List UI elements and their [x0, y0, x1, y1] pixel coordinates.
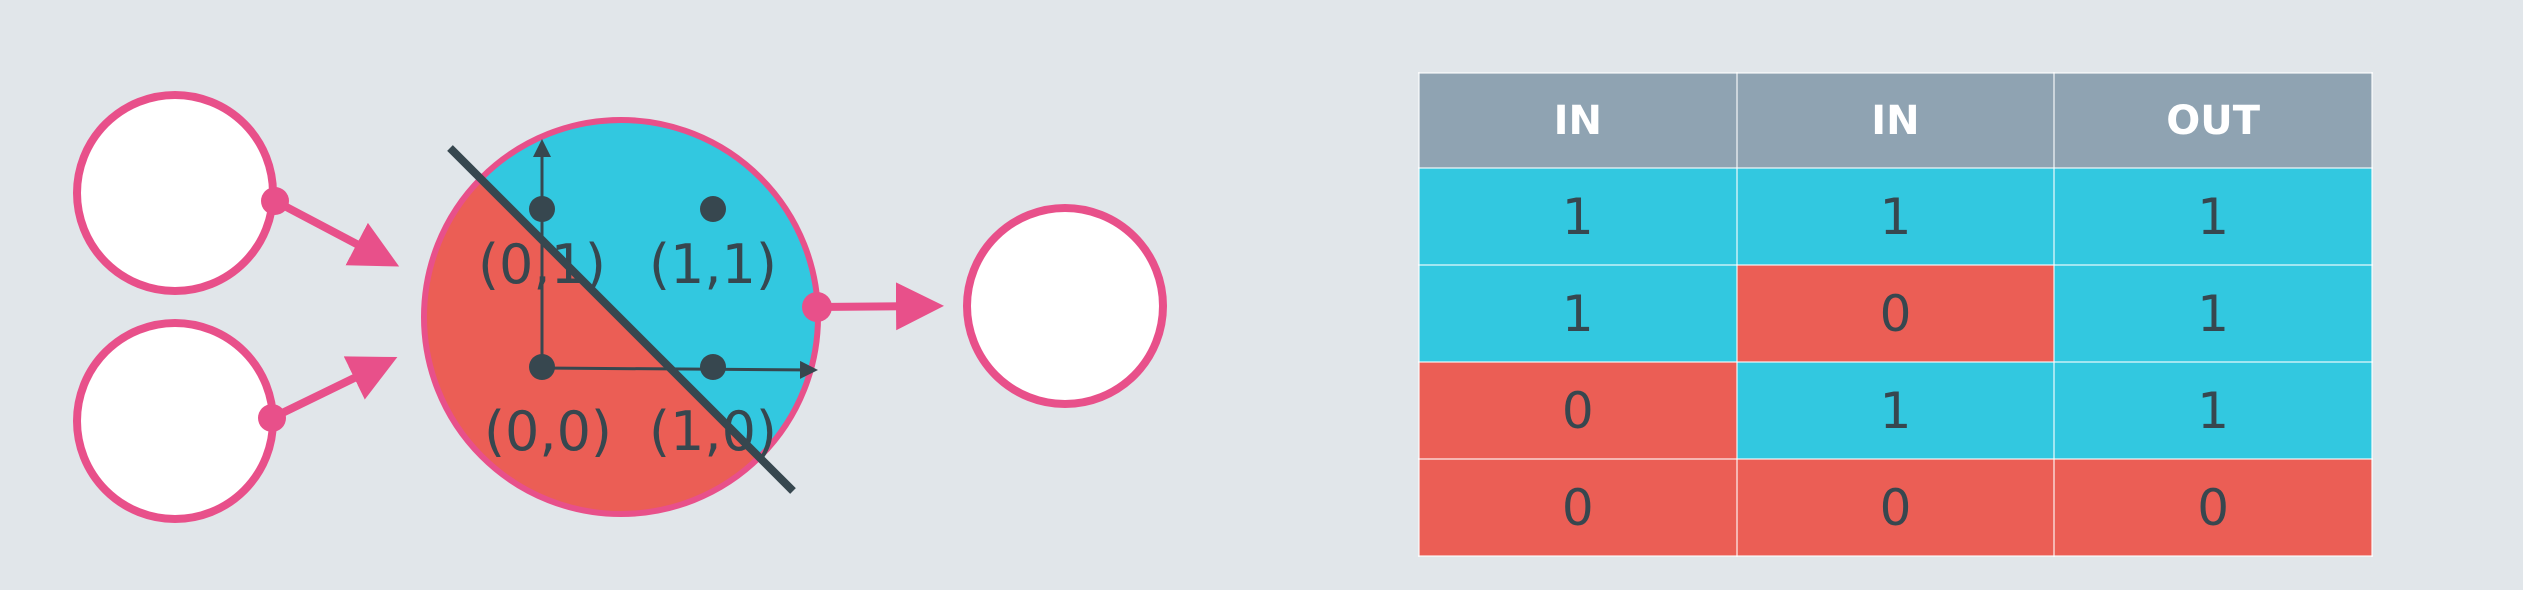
point-0-1	[529, 196, 555, 222]
table-cell: 1	[1418, 167, 1738, 266]
point-1-1	[700, 196, 726, 222]
input-node-1	[73, 91, 277, 295]
table-cell: 1	[2053, 167, 2373, 266]
x-axis	[541, 360, 818, 379]
table-cell: 0	[1418, 361, 1738, 460]
table-cell: 1	[1735, 361, 2056, 460]
output-connector	[802, 292, 832, 322]
input-2-connector	[258, 404, 286, 432]
point-label-0-0: (0,0)	[484, 400, 612, 463]
header-in-2: IN	[1735, 72, 2056, 169]
input-1-connector	[261, 187, 289, 215]
header-out: OUT	[2053, 72, 2373, 169]
output-node	[963, 204, 1167, 408]
table-cell: 1	[1735, 167, 2056, 266]
table-cell: 0	[2053, 458, 2373, 557]
decision-boundary	[447, 145, 796, 494]
table-cell: 0	[1735, 458, 2056, 557]
input-2-arrow	[270, 356, 398, 422]
table-cell: 1	[2053, 264, 2373, 363]
table-cell: 0	[1418, 458, 1738, 557]
output-arrow	[816, 282, 944, 331]
table-cell: 1	[1418, 264, 1738, 363]
header-in-1: IN	[1418, 72, 1738, 169]
table-cell: 0	[1735, 264, 2056, 363]
table-cell: 1	[2053, 361, 2373, 460]
point-1-0	[700, 354, 726, 380]
input-node-2	[73, 319, 277, 523]
perceptron-diagram: (0,1) (1,1) (0,0) (1,0)	[73, 91, 1167, 523]
point-label-1-1: (1,1)	[649, 233, 777, 296]
table-header-row: IN IN OUT	[1418, 72, 2373, 169]
point-0-0	[529, 354, 555, 380]
input-1-arrow	[273, 197, 400, 267]
